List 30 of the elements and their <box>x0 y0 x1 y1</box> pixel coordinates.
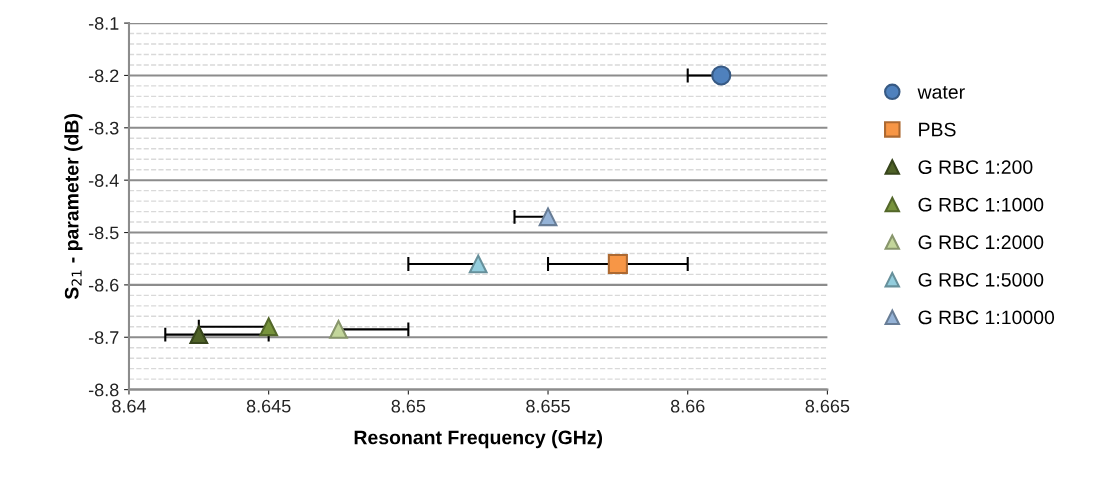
x-axis-title: Resonant Frequency (GHz) <box>354 430 603 449</box>
x-tick-label: 8.645 <box>246 399 291 413</box>
point <box>607 253 628 275</box>
x-tick-label: 8.655 <box>526 399 570 413</box>
y-tick-label: -8.7 <box>88 331 119 344</box>
legend-label: G RBC 1:2000 <box>918 235 1044 250</box>
legend-label: G RBC 1:1000 <box>918 197 1044 212</box>
y-tick-label: -8.8 <box>88 383 119 397</box>
legend-label: water <box>917 86 965 99</box>
x-tick-label: 8.65 <box>391 399 426 413</box>
point <box>189 325 209 345</box>
y-tick-label: -8.5 <box>88 226 119 240</box>
legend-label: G RBC 1:5000 <box>918 272 1044 287</box>
y-axis-title: S$_{21}$ - parameter (dB) <box>64 114 83 300</box>
y-tick-label: -8.4 <box>88 174 119 187</box>
y-tick-label: -8.6 <box>88 278 119 292</box>
y-tick-label: -8.1 <box>88 17 119 30</box>
point <box>538 207 558 227</box>
point <box>468 254 488 274</box>
x-tick-label: 8.64 <box>112 399 147 413</box>
y-tick-label: -8.3 <box>88 121 119 135</box>
x-tick-label: 8.66 <box>670 399 705 413</box>
point <box>329 320 348 339</box>
legend-label: G RBC 1:200 <box>918 160 1033 174</box>
y-tick-label: -8.2 <box>88 69 119 83</box>
x-tick-label: 8.665 <box>805 399 850 413</box>
legend-label: G RBC 1:10000 <box>918 310 1055 325</box>
legend-label: PBS <box>919 122 956 137</box>
point <box>259 317 279 337</box>
point <box>711 65 732 86</box>
